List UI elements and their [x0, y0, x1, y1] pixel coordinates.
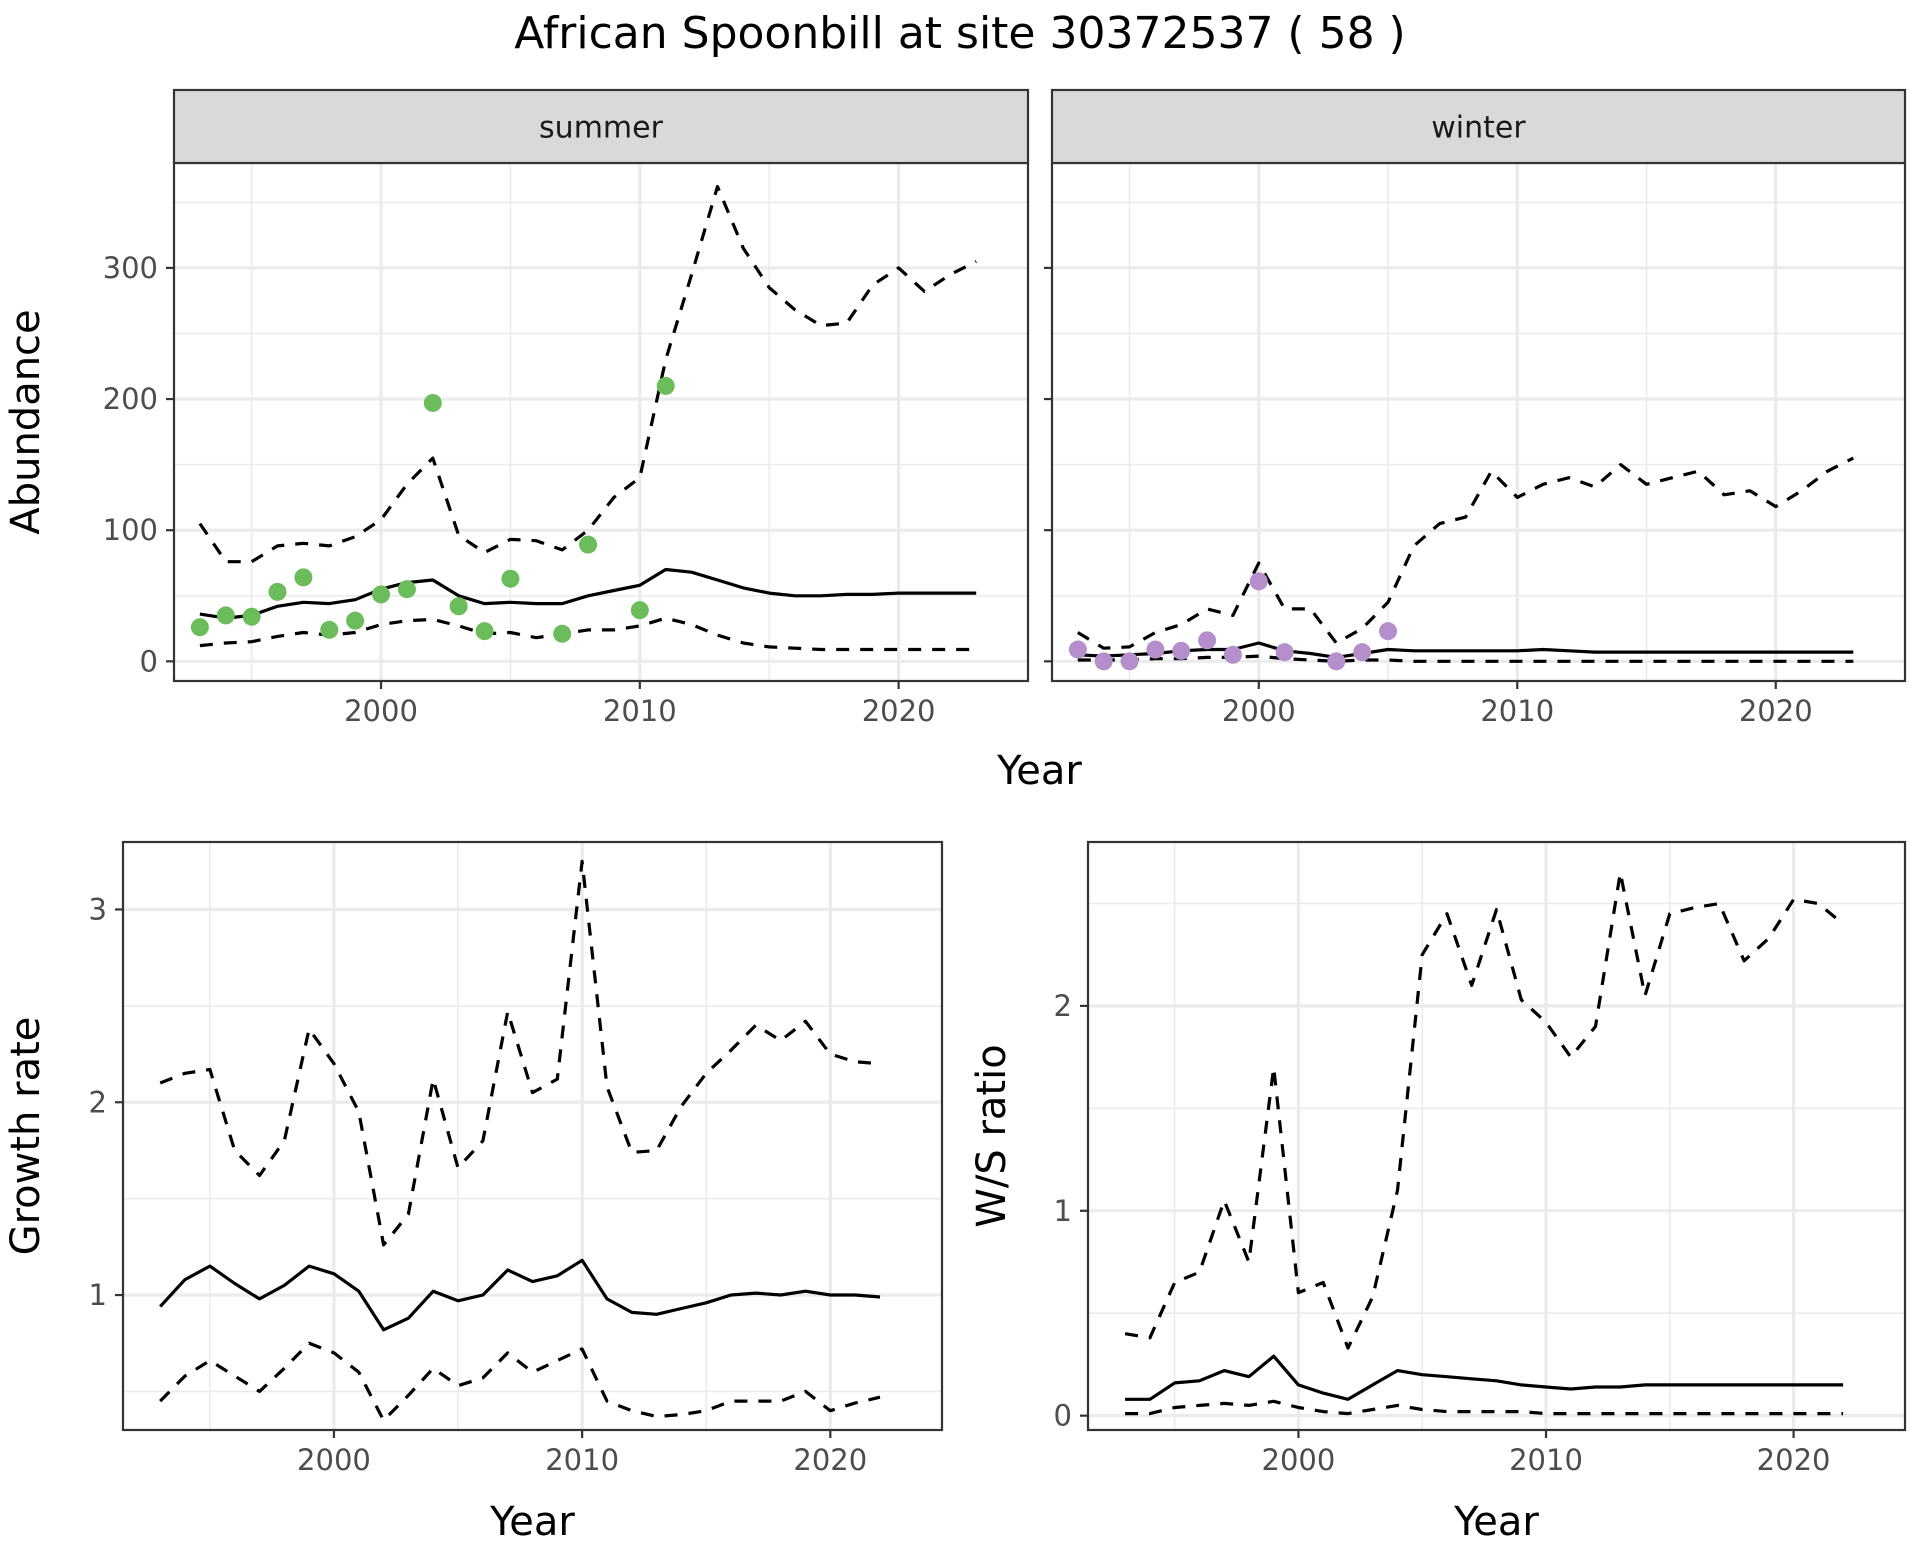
y-tick-label: 200: [103, 382, 158, 416]
x-tick-label: 2020: [793, 1443, 867, 1477]
y-tick-label: 100: [103, 513, 158, 547]
x-axis-title: Year: [489, 1499, 575, 1545]
data-point: [294, 568, 313, 587]
x-tick-label: 2000: [1222, 694, 1296, 728]
facet-strip-label: summer: [539, 111, 664, 146]
series-line-estimate: [1077, 641, 1854, 660]
data-point: [1120, 652, 1139, 671]
x-axis-title: Year: [1453, 1499, 1539, 1545]
data-point: [1146, 640, 1165, 659]
series-line-estimate: [159, 1258, 881, 1332]
data-point: [579, 535, 598, 554]
data-point: [216, 606, 235, 625]
y-tick-label: 2: [1054, 989, 1072, 1023]
x-tick-label: 2000: [1262, 1443, 1336, 1477]
panel-border: [121, 840, 944, 1432]
data-point: [1353, 643, 1372, 662]
x-tick-label: 2010: [603, 694, 677, 728]
series-line-lower: [1077, 654, 1854, 663]
y-tick-label: 3: [89, 892, 107, 926]
series-line-estimate: [1125, 1354, 1844, 1401]
data-point: [656, 376, 675, 395]
data-point: [397, 580, 416, 599]
y-axis-title: Growth rate: [3, 1017, 49, 1256]
data-point: [1223, 645, 1242, 664]
panel-ratio: 2000 2010 2020 0 1 2 W/S ratio Year: [969, 840, 1907, 1545]
x-tick-label: 2020: [862, 694, 936, 728]
series-line-upper: [159, 859, 881, 1247]
x-tick-label: 2010: [1480, 694, 1554, 728]
panel-growth: 2000 2010 2020 1 2 3 Growth rate Year: [3, 840, 944, 1545]
panel-summer: summer 2000 2010 2020 0 100 200 300 Abundance: [3, 88, 1030, 728]
x-tick-label: 2020: [1757, 1443, 1831, 1477]
data-point: [242, 607, 261, 626]
data-point: [1094, 652, 1113, 671]
data-point: [320, 620, 339, 639]
x-tick-label: 2010: [1509, 1443, 1583, 1477]
data-point: [1379, 622, 1398, 641]
series-line-lower: [1125, 1399, 1844, 1416]
data-point: [423, 393, 442, 412]
series-line-lower: [159, 1341, 881, 1423]
series-line-estimate: [199, 567, 977, 620]
data-point: [1068, 640, 1087, 659]
y-tick-label: 1: [89, 1278, 107, 1312]
data-point: [1198, 631, 1217, 650]
x-axis-title-top: Year: [996, 748, 1082, 794]
panel-border: [1086, 840, 1907, 1432]
x-tick-label: 2010: [545, 1443, 619, 1477]
data-point: [1249, 572, 1268, 591]
y-tick-label: 0: [1054, 1399, 1072, 1433]
y-axis-title: Abundance: [3, 309, 49, 534]
data-point: [501, 569, 520, 588]
data-point: [372, 585, 391, 604]
facet-strip-label: winter: [1431, 111, 1526, 146]
y-tick-label: 2: [89, 1085, 107, 1119]
data-point: [1327, 652, 1346, 671]
plot-background: [123, 842, 942, 1430]
y-tick-label: 0: [140, 644, 158, 678]
facet-strip: [1050, 88, 1907, 165]
plot-background: [1088, 842, 1905, 1430]
x-tick-label: 2000: [297, 1443, 371, 1477]
data-point: [630, 601, 649, 620]
y-tick-label: 300: [103, 251, 158, 285]
data-point: [475, 622, 494, 641]
data-point: [346, 611, 365, 630]
data-point: [553, 624, 572, 643]
data-point: [1275, 643, 1294, 662]
page-title: African Spoonbill at site 30372537 ( 58 …: [514, 8, 1406, 59]
y-tick-label: 1: [1054, 1194, 1072, 1228]
series-line-upper: [1124, 871, 1845, 1350]
data-point: [190, 618, 209, 637]
plot-background: [1052, 163, 1905, 681]
observed-points: [1068, 572, 1398, 671]
series-line-upper: [198, 185, 977, 564]
series-line-upper: [1076, 456, 1855, 650]
panel-winter: winter 2000 2010 2020: [1044, 88, 1907, 728]
data-point: [1172, 641, 1191, 660]
observed-points: [190, 376, 675, 643]
data-point: [449, 597, 468, 616]
x-tick-label: 2000: [344, 694, 418, 728]
x-tick-label: 2020: [1739, 694, 1813, 728]
data-point: [268, 582, 287, 601]
y-axis-title: W/S ratio: [969, 1044, 1015, 1227]
facet-strip: [172, 88, 1030, 165]
